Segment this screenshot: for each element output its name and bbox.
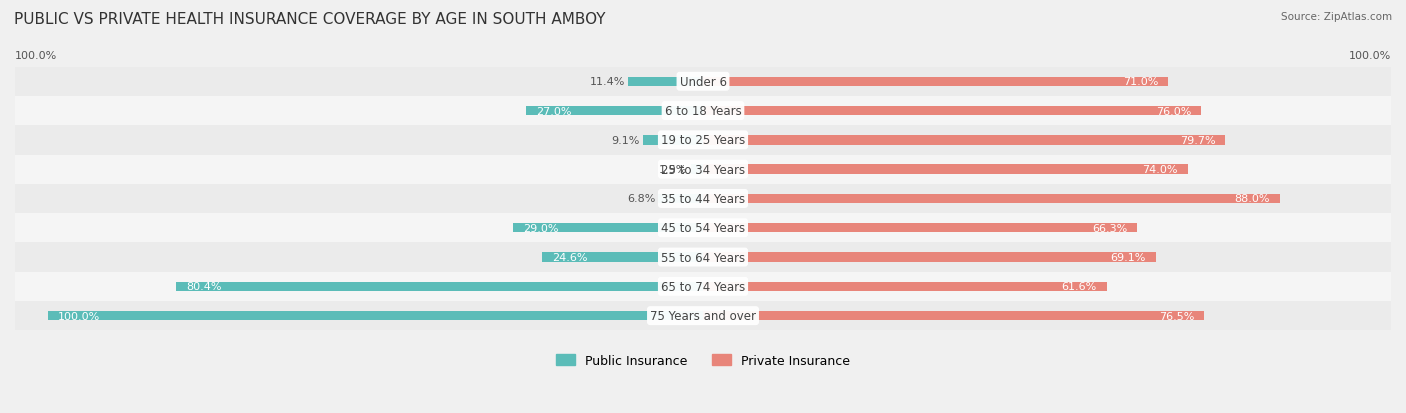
FancyBboxPatch shape: [526, 107, 703, 116]
FancyBboxPatch shape: [703, 282, 1107, 291]
FancyBboxPatch shape: [541, 253, 703, 262]
Text: Under 6: Under 6: [679, 76, 727, 88]
FancyBboxPatch shape: [703, 136, 1225, 145]
Legend: Public Insurance, Private Insurance: Public Insurance, Private Insurance: [551, 349, 855, 372]
FancyBboxPatch shape: [644, 136, 703, 145]
Text: 6 to 18 Years: 6 to 18 Years: [665, 105, 741, 118]
Text: Source: ZipAtlas.com: Source: ZipAtlas.com: [1281, 12, 1392, 22]
FancyBboxPatch shape: [703, 253, 1156, 262]
FancyBboxPatch shape: [703, 194, 1279, 204]
Text: 25 to 34 Years: 25 to 34 Years: [661, 163, 745, 176]
Text: PUBLIC VS PRIVATE HEALTH INSURANCE COVERAGE BY AGE IN SOUTH AMBOY: PUBLIC VS PRIVATE HEALTH INSURANCE COVER…: [14, 12, 606, 27]
Text: 55 to 64 Years: 55 to 64 Years: [661, 251, 745, 264]
Text: 6.8%: 6.8%: [627, 194, 655, 204]
Text: 61.6%: 61.6%: [1062, 282, 1097, 292]
Text: 35 to 44 Years: 35 to 44 Years: [661, 192, 745, 205]
FancyBboxPatch shape: [15, 97, 1391, 126]
Text: 79.7%: 79.7%: [1180, 135, 1215, 145]
FancyBboxPatch shape: [703, 77, 1168, 87]
Text: 76.0%: 76.0%: [1156, 106, 1191, 116]
FancyBboxPatch shape: [176, 282, 703, 291]
Text: 9.1%: 9.1%: [612, 135, 640, 145]
Text: 80.4%: 80.4%: [186, 282, 222, 292]
Text: 74.0%: 74.0%: [1143, 165, 1178, 175]
Text: 100.0%: 100.0%: [15, 51, 58, 62]
Text: 75 Years and over: 75 Years and over: [650, 309, 756, 323]
Text: 27.0%: 27.0%: [536, 106, 571, 116]
FancyBboxPatch shape: [48, 311, 703, 320]
Text: 65 to 74 Years: 65 to 74 Years: [661, 280, 745, 293]
Text: 11.4%: 11.4%: [589, 77, 626, 87]
FancyBboxPatch shape: [628, 77, 703, 87]
Text: 1.9%: 1.9%: [659, 165, 688, 175]
FancyBboxPatch shape: [15, 301, 1391, 330]
FancyBboxPatch shape: [15, 67, 1391, 97]
Text: 29.0%: 29.0%: [523, 223, 558, 233]
FancyBboxPatch shape: [15, 184, 1391, 214]
Text: 66.3%: 66.3%: [1092, 223, 1128, 233]
Text: 76.5%: 76.5%: [1159, 311, 1195, 321]
FancyBboxPatch shape: [15, 243, 1391, 272]
FancyBboxPatch shape: [703, 107, 1201, 116]
FancyBboxPatch shape: [658, 194, 703, 204]
Text: 71.0%: 71.0%: [1123, 77, 1159, 87]
FancyBboxPatch shape: [703, 311, 1205, 320]
Text: 45 to 54 Years: 45 to 54 Years: [661, 222, 745, 235]
FancyBboxPatch shape: [15, 155, 1391, 184]
FancyBboxPatch shape: [15, 272, 1391, 301]
Text: 24.6%: 24.6%: [551, 252, 588, 262]
Text: 69.1%: 69.1%: [1111, 252, 1146, 262]
Text: 19 to 25 Years: 19 to 25 Years: [661, 134, 745, 147]
Text: 100.0%: 100.0%: [58, 311, 100, 321]
Text: 88.0%: 88.0%: [1234, 194, 1270, 204]
FancyBboxPatch shape: [513, 223, 703, 233]
FancyBboxPatch shape: [15, 126, 1391, 155]
FancyBboxPatch shape: [703, 223, 1137, 233]
FancyBboxPatch shape: [703, 165, 1188, 174]
FancyBboxPatch shape: [15, 214, 1391, 243]
Text: 100.0%: 100.0%: [1348, 51, 1391, 62]
FancyBboxPatch shape: [690, 165, 703, 174]
